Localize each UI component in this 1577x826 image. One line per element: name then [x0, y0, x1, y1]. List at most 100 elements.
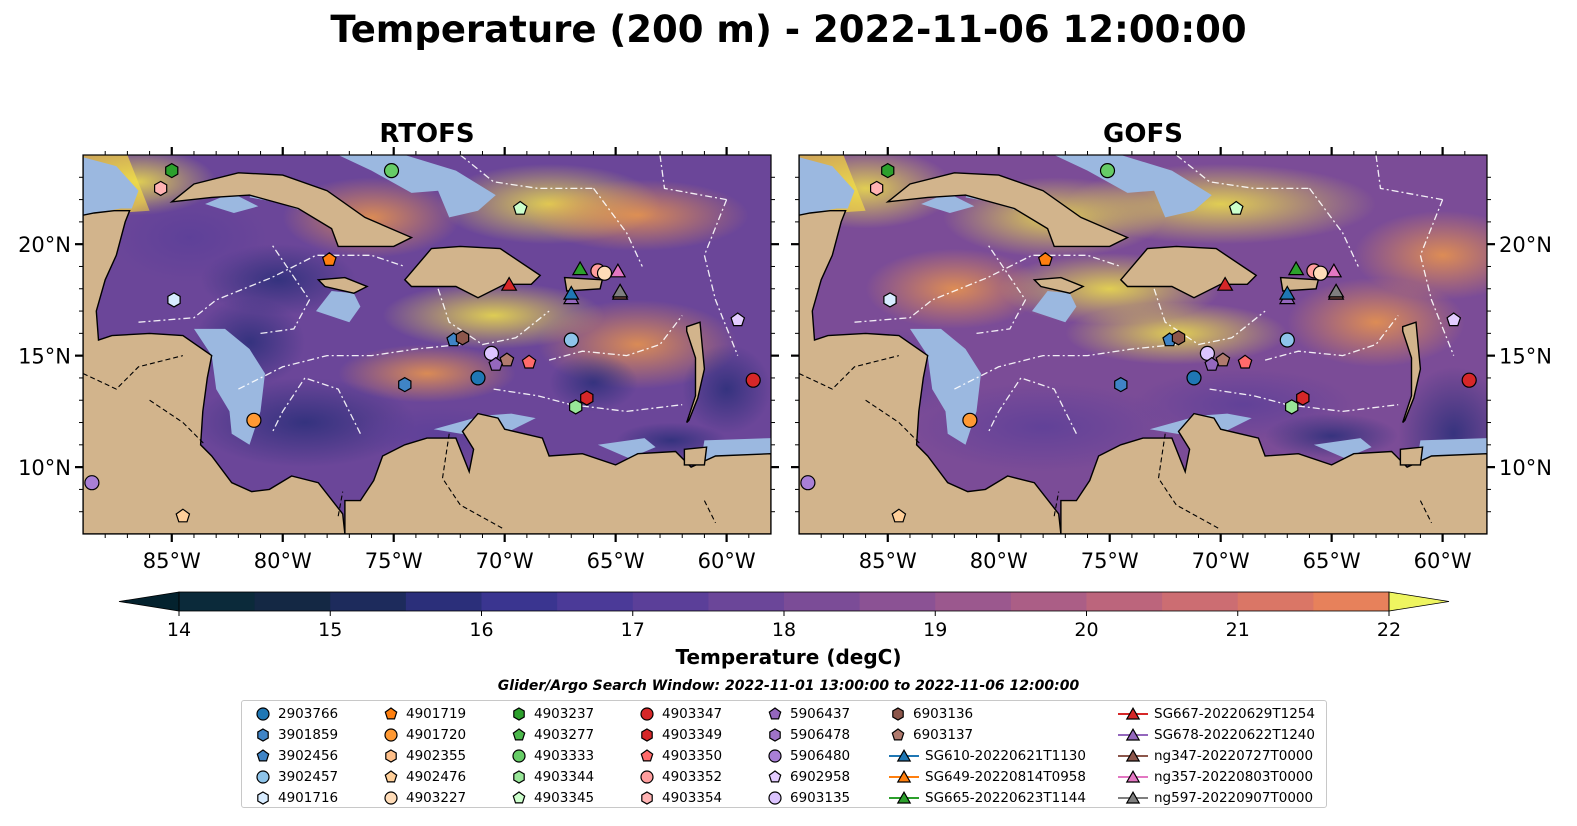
legend-symbol: [256, 706, 270, 721]
legend-symbol: [641, 727, 653, 742]
eez-boundary-4: [548, 315, 683, 361]
lon-tick-label: 70°W: [1192, 549, 1250, 573]
land-lesser-antilles: [686, 321, 706, 423]
eez-boundary-4: [1264, 315, 1399, 361]
lat-tick-label: 20°N: [18, 233, 71, 257]
legend-item: 4903345: [510, 787, 594, 808]
legend-marker-icon: [640, 769, 654, 784]
marker-6903136: [1171, 330, 1186, 346]
axis-ticks: 85°W 80°W 75°W 70°W 65°W 60°W 10°N 15°N 20°N: [791, 147, 1552, 573]
colorbar-bin: [935, 592, 1012, 611]
legend-label: 6903137: [913, 726, 974, 743]
legend-item: 6903137: [889, 724, 973, 745]
marker-4903345: [1228, 200, 1244, 215]
colorbar-tick-label: 18: [772, 619, 796, 641]
marker-2903766: [1186, 370, 1202, 386]
land-south-america: [1060, 412, 1487, 534]
shallow-shelf-3: [205, 192, 259, 213]
legend-item: 4902355: [382, 745, 466, 766]
marker-4903354: [154, 180, 168, 197]
land-trinidad: [1399, 446, 1424, 466]
legend-item: 4902476: [382, 766, 466, 787]
legend-label: SG667-20220629T1254: [1154, 705, 1315, 722]
legend-symbol: [768, 790, 782, 805]
marker-SG665-20220623T1144: [1287, 260, 1305, 276]
marker-ng597-20220907T0000: [611, 283, 629, 298]
panel-title-rtofs: RTOFS: [379, 119, 475, 149]
legend-item: 4903227: [382, 787, 466, 808]
legend-label: 4901720: [406, 726, 467, 743]
legend-label: 6903136: [913, 705, 974, 722]
country-border-0: [149, 399, 206, 446]
marker-ng357-20220803T0000: [1325, 262, 1343, 278]
legend-item: 2903766: [254, 703, 338, 724]
legend-label: SG665-20220623T1144: [925, 789, 1086, 806]
legend-item: SG665-20220623T1144: [889, 787, 1086, 808]
marker-6902958: [1446, 312, 1462, 327]
land-trinidad: [683, 446, 708, 466]
colorbar-bin: [557, 592, 634, 611]
legend-marker-icon: [891, 727, 905, 740]
marker-3901859: [398, 376, 412, 393]
colorbar-label: Temperature (degC): [675, 645, 902, 669]
legend-marker-icon: [384, 706, 398, 719]
legend-label: 4903344: [534, 768, 595, 785]
marker-4903237: [165, 162, 179, 179]
marker-4901716: [167, 292, 181, 308]
legend-item: 4901719: [382, 703, 466, 724]
legend-item: 4903350: [638, 745, 722, 766]
marker-4903345: [512, 200, 528, 215]
colorbar: 14 15 16 17 18 19 20 21 22: [118, 591, 1450, 641]
lon-tick-label: 80°W: [970, 549, 1028, 573]
legend-marker-icon: [889, 790, 919, 804]
shallow-shelf-5: [338, 155, 496, 218]
legend-marker-icon: [641, 790, 653, 805]
legend-item: ng347-20220727T0000: [1118, 745, 1313, 766]
legend-symbol: [640, 748, 654, 761]
legend-symbol: [513, 769, 525, 784]
marker-2903766: [470, 370, 486, 386]
colorbar-bin: [859, 592, 936, 611]
marker-4903227: [596, 265, 613, 281]
shallow-shelf-8: [597, 438, 656, 459]
legend-marker-icon: [257, 727, 269, 742]
marker-4903227: [1312, 265, 1329, 281]
lon-tick-label: 80°W: [254, 549, 312, 573]
colorbar-bin: [1010, 592, 1088, 611]
land-puerto-rico: [563, 276, 604, 292]
colorbar-bin: [1162, 592, 1239, 611]
marker-4902476: [891, 508, 907, 523]
legend-marker-icon: [256, 706, 270, 721]
marker-ng597-20220907T0000: [1327, 283, 1345, 298]
colorbar-tick-label: 14: [167, 619, 191, 641]
figure-title: Temperature (200 m) - 2022-11-06 12:00:0…: [330, 8, 1247, 51]
legend-marker-icon: [513, 769, 525, 784]
legend-item: 5906478: [766, 724, 850, 745]
legend: 2903766 3901859 3902456 3902457 4901716 49017…: [241, 700, 1327, 808]
shallow-shelf-8: [1313, 438, 1372, 459]
legend-label: SG649-20220814T0958: [925, 768, 1086, 785]
land-jamaica: [1032, 276, 1085, 294]
legend-label: 4902355: [406, 747, 467, 764]
country-border-1: [799, 355, 900, 390]
legend-marker-icon: [256, 748, 270, 761]
marker-4903347: [745, 372, 761, 388]
legend-symbol: [256, 769, 270, 784]
colorbar-bin: [330, 592, 407, 611]
legend-marker-icon: [1118, 727, 1148, 741]
land-lesser-antilles: [1401, 321, 1422, 423]
temperature-anomaly-10: [549, 353, 638, 412]
eez-boundary-10: [1175, 155, 1310, 190]
eez-boundary-0: [138, 254, 406, 323]
eez-boundary-3: [1153, 288, 1266, 346]
panel-title-gofs: GOFS: [1103, 119, 1183, 149]
legend-label: 4903345: [534, 789, 595, 806]
marker-4903333: [1099, 163, 1116, 179]
legend-marker-icon: [512, 748, 526, 763]
map-frame: [798, 154, 1488, 535]
eez-boundary-3: [437, 288, 550, 346]
land-south-america: [344, 412, 771, 534]
land-cuba: [885, 172, 1130, 248]
shallow-shelf-1: [316, 291, 361, 323]
lon-tick-label: 70°W: [476, 549, 534, 573]
